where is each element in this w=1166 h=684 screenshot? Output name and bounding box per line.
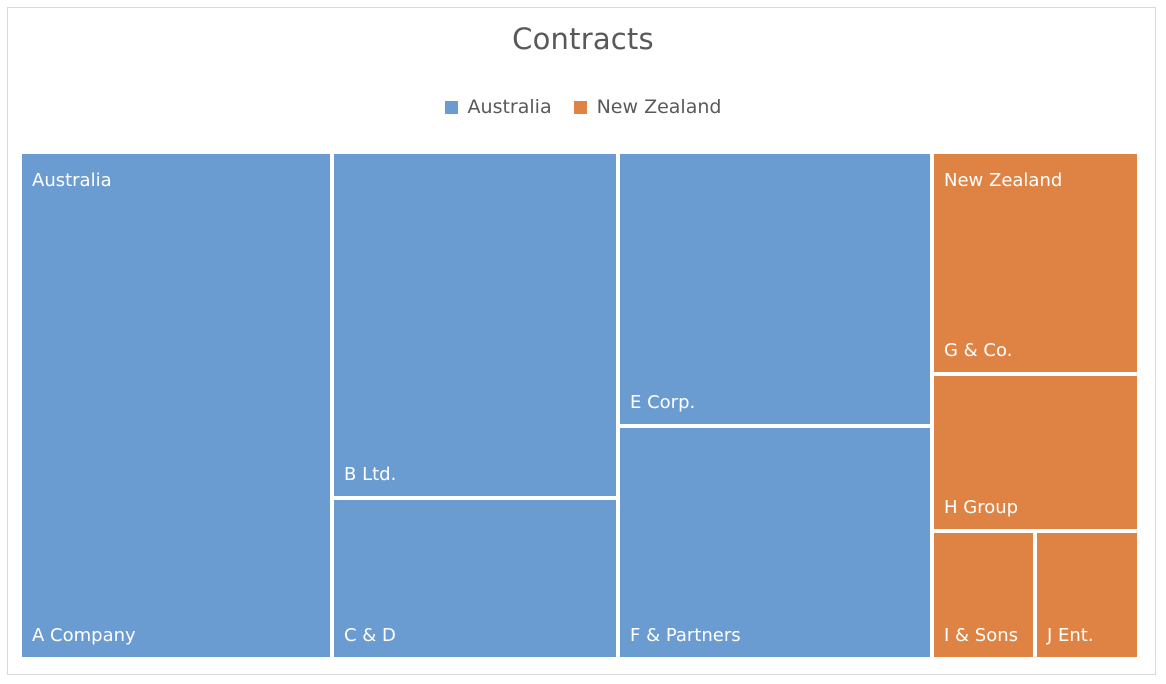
tile-i-and-sons[interactable] xyxy=(934,533,1033,657)
tile-a-company[interactable] xyxy=(22,154,330,657)
tile-label-f-and-partners: F & Partners xyxy=(630,625,741,646)
tile-label-c-and-d: C & D xyxy=(344,625,396,646)
tile-label-e-corp: E Corp. xyxy=(630,392,695,413)
tile-label-a-company: A Company xyxy=(32,625,136,646)
chart-title: Contracts xyxy=(512,22,654,56)
tile-label-j-ent: J Ent. xyxy=(1046,625,1094,646)
group-label-new-zealand: New Zealand xyxy=(944,170,1062,191)
legend-item-new-zealand[interactable]: New Zealand xyxy=(573,96,722,118)
legend-label-australia: Australia xyxy=(467,96,552,118)
legend-swatch-australia xyxy=(444,100,458,114)
tile-j-ent[interactable] xyxy=(1037,533,1137,657)
group-label-australia: Australia xyxy=(32,170,112,191)
tile-label-i-and-sons: I & Sons xyxy=(944,625,1018,646)
legend-item-australia[interactable]: Australia xyxy=(444,96,552,118)
legend-swatch-new-zealand xyxy=(573,100,587,114)
tile-e-corp[interactable] xyxy=(620,154,930,424)
legend: Australia New Zealand xyxy=(0,96,1166,118)
tile-b-ltd[interactable] xyxy=(334,154,616,496)
legend-label-new-zealand: New Zealand xyxy=(596,96,722,118)
tile-h-group[interactable] xyxy=(934,376,1137,529)
tile-c-and-d[interactable] xyxy=(334,500,616,657)
tile-f-and-partners[interactable] xyxy=(620,428,930,657)
tile-label-h-group: H Group xyxy=(944,497,1018,518)
tile-label-g-and-co: G & Co. xyxy=(944,340,1012,361)
tile-label-b-ltd: B Ltd. xyxy=(344,464,396,485)
tile-g-and-co[interactable] xyxy=(934,154,1137,372)
